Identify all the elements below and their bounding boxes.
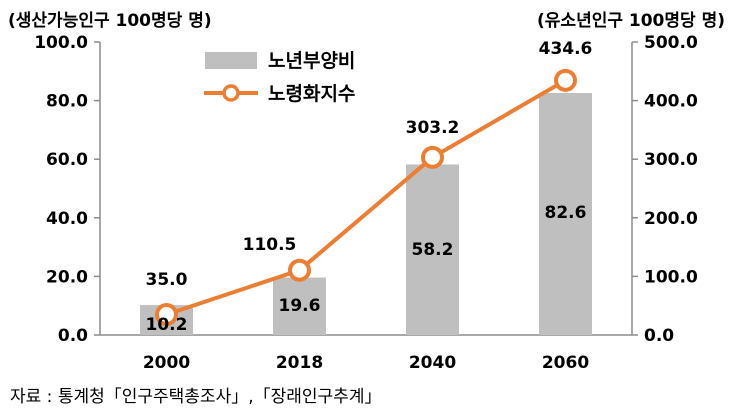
legend-marker-line <box>222 84 240 102</box>
bar-value-label: 10.2 <box>146 315 188 335</box>
right-tick-label: 200.0 <box>644 209 698 229</box>
x-tick-label: 2000 <box>143 353 190 373</box>
line-value-label: 110.5 <box>243 235 297 255</box>
line-value-label: 303.2 <box>406 118 460 138</box>
source-note: 자료 : 통계청「인구주택총조사」,「장래인구추계」 <box>10 387 382 407</box>
right-tick-label: 100.0 <box>644 267 698 287</box>
line-value-label: 434.6 <box>539 39 593 59</box>
line-point-2018 <box>288 258 311 282</box>
right-tick-label: 0.0 <box>644 326 674 346</box>
bar-value-label: 19.6 <box>279 296 321 316</box>
legend-label-line: 노령화지수 <box>268 83 355 105</box>
bar-2040 <box>406 164 459 335</box>
bar-value-label: 58.2 <box>412 240 454 260</box>
right-tick-label: 500.0 <box>644 33 698 53</box>
x-tick-label: 2018 <box>276 353 323 373</box>
left-tick-label: 80.0 <box>46 92 88 112</box>
bar-value-label: 82.6 <box>545 203 587 223</box>
bar-2018 <box>273 277 326 335</box>
left-tick-label: 0.0 <box>58 326 88 346</box>
right-tick-label: 300.0 <box>644 150 698 170</box>
left-tick-label: 100.0 <box>34 33 88 53</box>
left-axis-title: (생산가능인구 100명당 명) <box>8 11 212 31</box>
right-axis-title: (유소년인구 100명당 명) <box>537 11 725 31</box>
line-series <box>165 78 567 317</box>
x-tick-label: 2040 <box>409 353 456 373</box>
line-point-2040 <box>421 145 444 169</box>
line-point-2060 <box>554 68 577 92</box>
right-tick-label: 400.0 <box>644 92 698 112</box>
line-point-2000 <box>155 302 178 326</box>
line-value-label: 35.0 <box>146 270 188 290</box>
left-tick-label: 60.0 <box>46 150 88 170</box>
legend-label-bar: 노년부양비 <box>268 50 355 72</box>
bar-2060 <box>539 92 592 336</box>
legend-swatch-bar <box>205 52 257 69</box>
left-tick-label: 20.0 <box>46 267 88 287</box>
left-tick-label: 40.0 <box>46 209 88 229</box>
x-tick-label: 2060 <box>542 353 589 373</box>
